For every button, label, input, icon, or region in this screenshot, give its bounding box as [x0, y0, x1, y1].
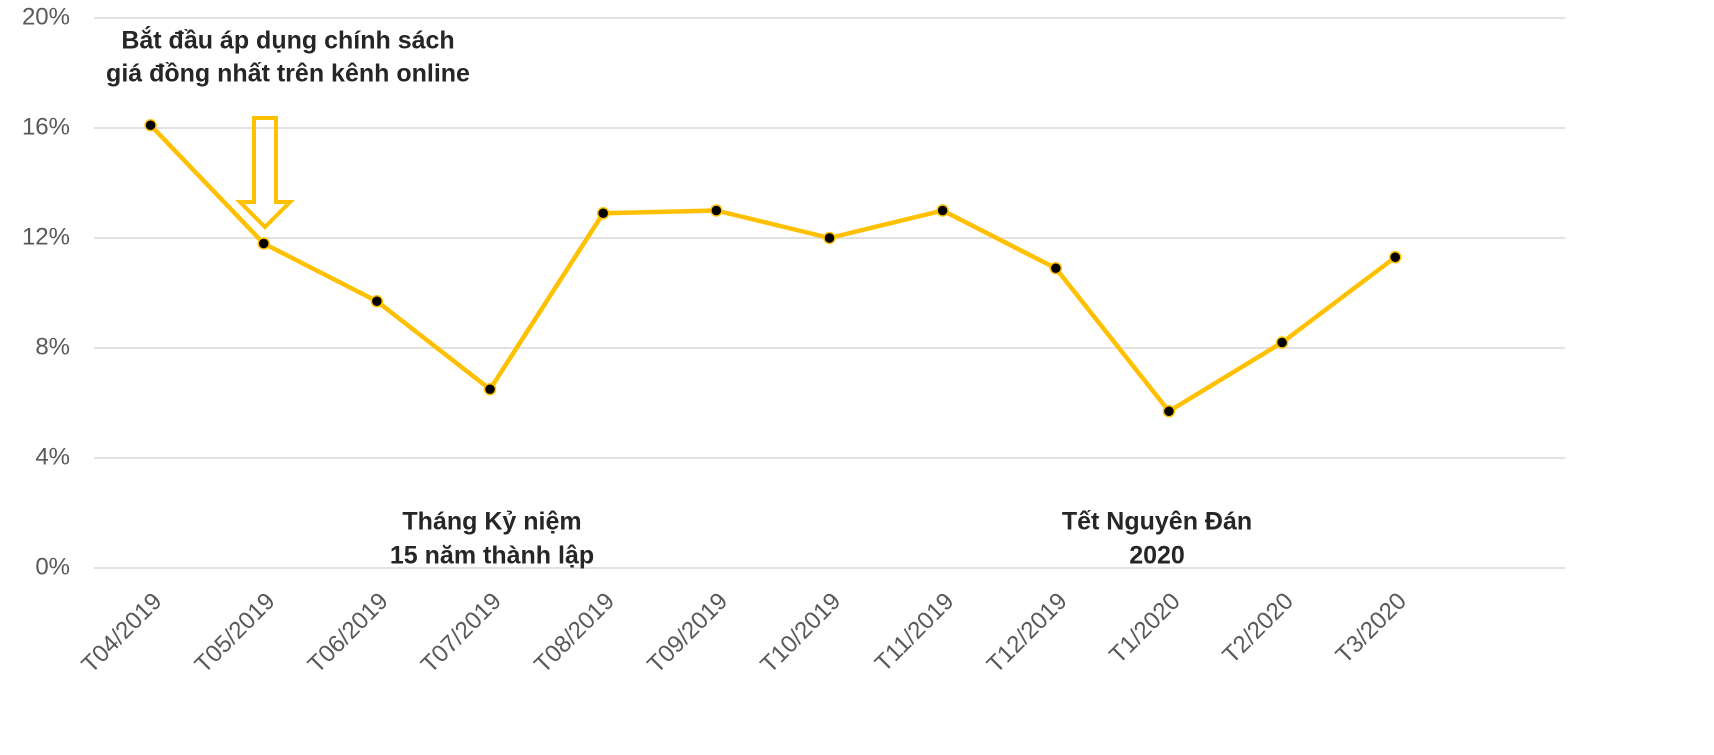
- x-tick-label: T05/2019: [190, 588, 281, 679]
- x-tick-label: T12/2019: [982, 588, 1073, 679]
- marker: [144, 119, 157, 132]
- marker: [370, 295, 384, 308]
- y-tick-label: 12%: [22, 223, 70, 250]
- y-tick-label: 0%: [35, 553, 70, 580]
- x-tick-label: T07/2019: [416, 588, 507, 679]
- x-tick-label: T04/2019: [76, 588, 167, 679]
- marker: [1389, 251, 1402, 264]
- y-tick-label: 8%: [35, 333, 70, 360]
- marker: [823, 231, 836, 245]
- marker: [1049, 262, 1063, 275]
- marker: [1162, 405, 1176, 418]
- x-tick-label: T1/2020: [1104, 588, 1185, 669]
- x-tick-label: T11/2019: [870, 588, 960, 678]
- y-tick-label: 20%: [22, 3, 70, 30]
- x-tick-label: T2/2020: [1217, 588, 1298, 669]
- x-tick-label: T06/2019: [303, 588, 394, 679]
- x-tick-label: T09/2019: [642, 588, 733, 679]
- y-tick-label: 16%: [22, 113, 70, 140]
- marker: [1275, 336, 1289, 349]
- marker: [257, 237, 270, 250]
- annotation: Bắt đầu áp dụng chính sách: [121, 25, 454, 55]
- x-tick-label: T10/2019: [755, 588, 846, 679]
- marker: [710, 204, 723, 217]
- marker: [936, 204, 949, 217]
- marker: [596, 207, 610, 220]
- y-tick-label: 4%: [35, 443, 70, 470]
- annotation: Tết Nguyên Đán: [1062, 508, 1252, 536]
- arrow: [235, 116, 295, 230]
- annotation: Tháng Kỷ niệm: [402, 508, 581, 536]
- x-tick-label: T3/2020: [1331, 588, 1412, 669]
- marker: [483, 383, 497, 396]
- annotation: 15 năm thành lập: [390, 542, 594, 570]
- annotation: giá đồng nhất trên kênh online: [106, 60, 470, 88]
- line: [148, 123, 1397, 414]
- x-tick-label: T08/2019: [529, 588, 620, 679]
- annotation: 2020: [1129, 542, 1185, 570]
